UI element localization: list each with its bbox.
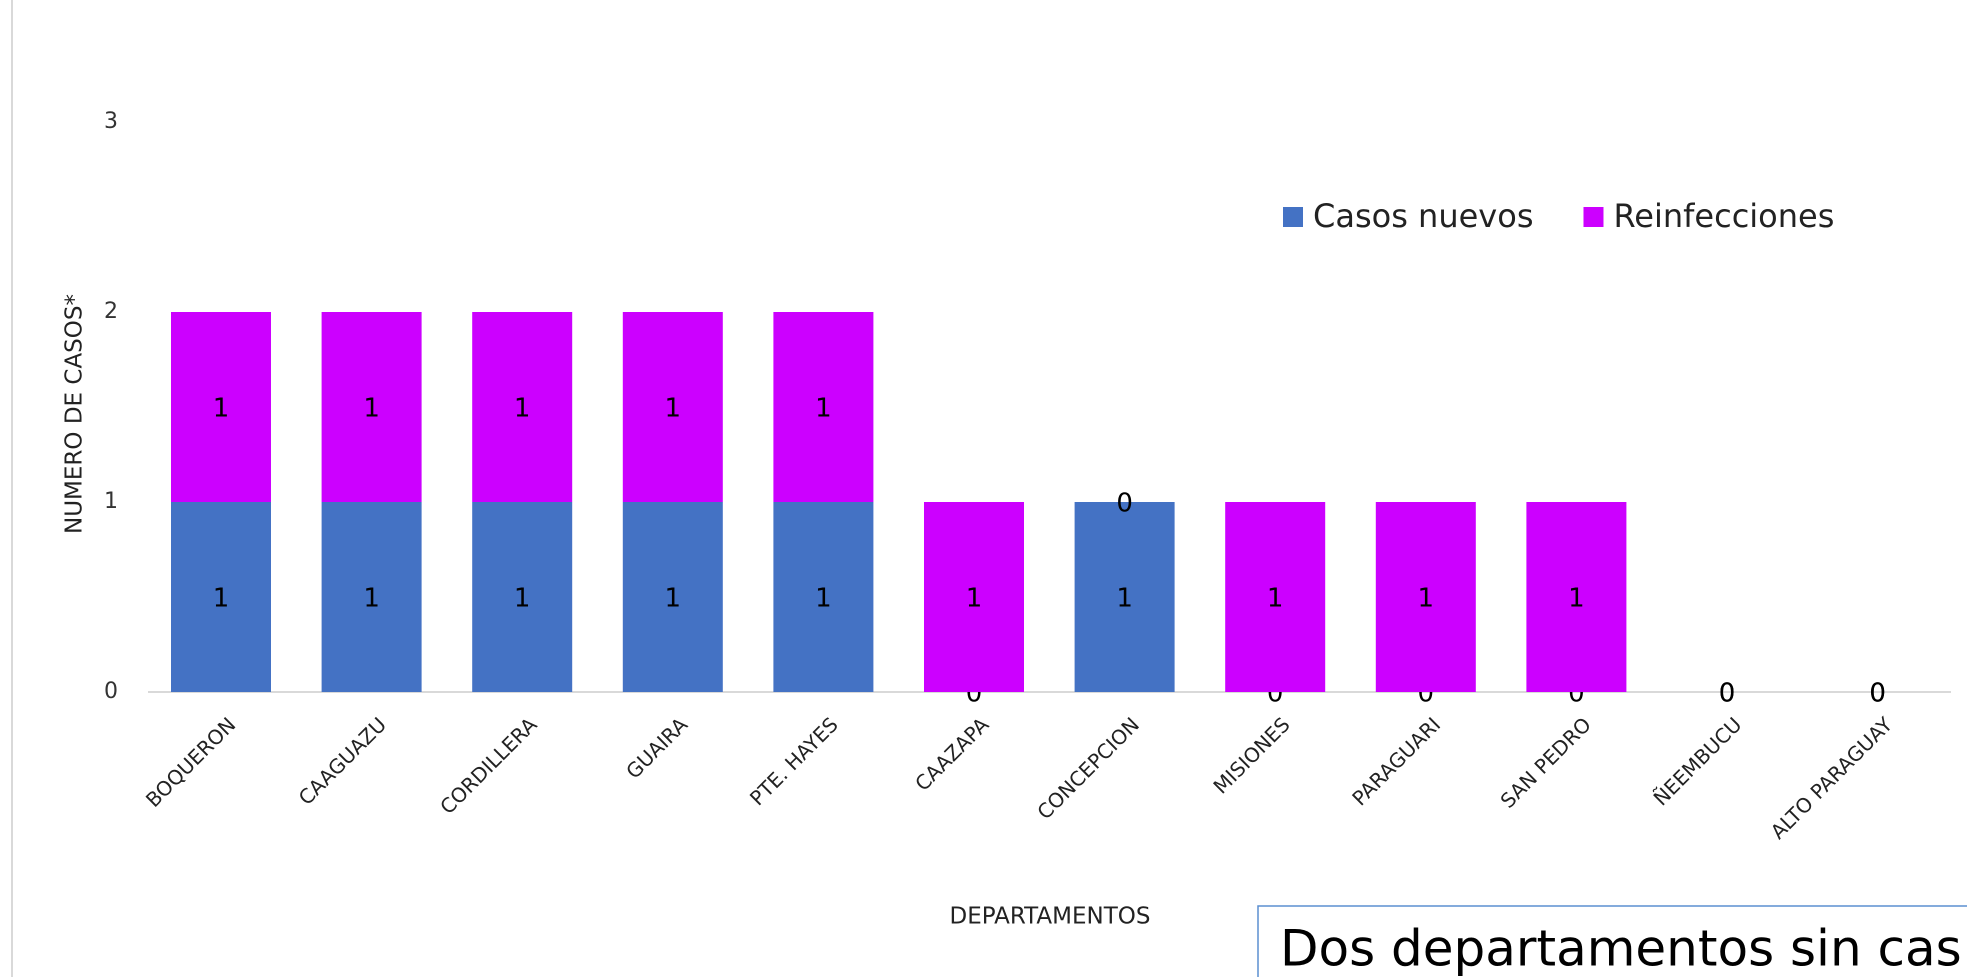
- bar-segment: [321, 312, 422, 502]
- data-label: 1: [514, 394, 531, 424]
- data-label: 1: [815, 394, 832, 424]
- data-label: 1: [1568, 584, 1585, 614]
- bar-segment: [1225, 502, 1326, 692]
- x-tick-label: CAAZAPA: [910, 712, 993, 795]
- x-tick-label: CONCEPCION: [1032, 712, 1144, 824]
- y-axis-title: NUMERO DE CASOS*: [62, 294, 88, 534]
- y-tick-label: 3: [104, 109, 118, 134]
- x-tick-label: CAAGUAZU: [294, 712, 391, 809]
- bar-segment: [773, 502, 874, 692]
- data-label: 1: [363, 394, 380, 424]
- data-label: 1: [665, 394, 682, 424]
- data-label: 0: [1869, 679, 1886, 709]
- bar-segment: [1074, 502, 1175, 692]
- bar-segment: [924, 502, 1024, 692]
- data-label: 0: [1719, 679, 1736, 709]
- annotation-box: [1257, 905, 1967, 977]
- bar-segment: [773, 312, 874, 502]
- data-label: 0: [1719, 679, 1736, 709]
- data-label: 1: [514, 584, 531, 614]
- bar-segment: [171, 502, 271, 692]
- data-label: 1: [213, 584, 230, 614]
- data-label: 1: [1116, 584, 1133, 614]
- y-tick-label: 1: [104, 489, 118, 514]
- data-label: 1: [1267, 584, 1284, 614]
- data-label: 1: [363, 584, 380, 614]
- y-tick-label: 0: [104, 679, 118, 704]
- data-label: 1: [213, 394, 230, 424]
- bar-segment: [472, 502, 573, 692]
- data-label: 1: [1418, 584, 1435, 614]
- x-tick-label: SAN PEDRO: [1496, 712, 1596, 812]
- bar-segment: [1526, 502, 1627, 692]
- x-tick-label: GUAIRA: [621, 712, 692, 783]
- data-label: 1: [966, 584, 983, 614]
- x-tick-label: PARAGUARI: [1347, 712, 1445, 810]
- y-tick-label: 2: [104, 299, 118, 324]
- legend-label: Casos nuevos: [1313, 197, 1533, 235]
- x-tick-label: CORDILLERA: [435, 712, 542, 819]
- x-axis-title: DEPARTAMENTOS: [949, 904, 1150, 930]
- bar-segment: [472, 312, 573, 502]
- data-label: 0: [1869, 679, 1886, 709]
- data-label: 0: [1116, 489, 1133, 519]
- bar-segment: [321, 502, 422, 692]
- x-tick-label: PTE. HAYES: [745, 712, 843, 810]
- x-tick-label: MISIONES: [1209, 712, 1295, 798]
- bar-segment: [622, 502, 723, 692]
- bar-segment: [171, 312, 271, 502]
- bar-segment: [622, 312, 723, 502]
- annotation: Dos departamentos sin cas: [1280, 920, 1962, 977]
- bar-segment: [1375, 502, 1476, 692]
- x-tick-label: BOQUERON: [141, 712, 241, 812]
- legend-swatch: [1583, 207, 1604, 227]
- x-tick-label: ALTO PARAGUAY: [1766, 712, 1898, 844]
- data-label: 1: [815, 584, 832, 614]
- data-label: 1: [665, 584, 682, 614]
- legend-swatch: [1283, 207, 1303, 227]
- legend-label: Reinfecciones: [1613, 197, 1834, 235]
- x-tick-label: ÑEEMBUCU: [1649, 712, 1747, 810]
